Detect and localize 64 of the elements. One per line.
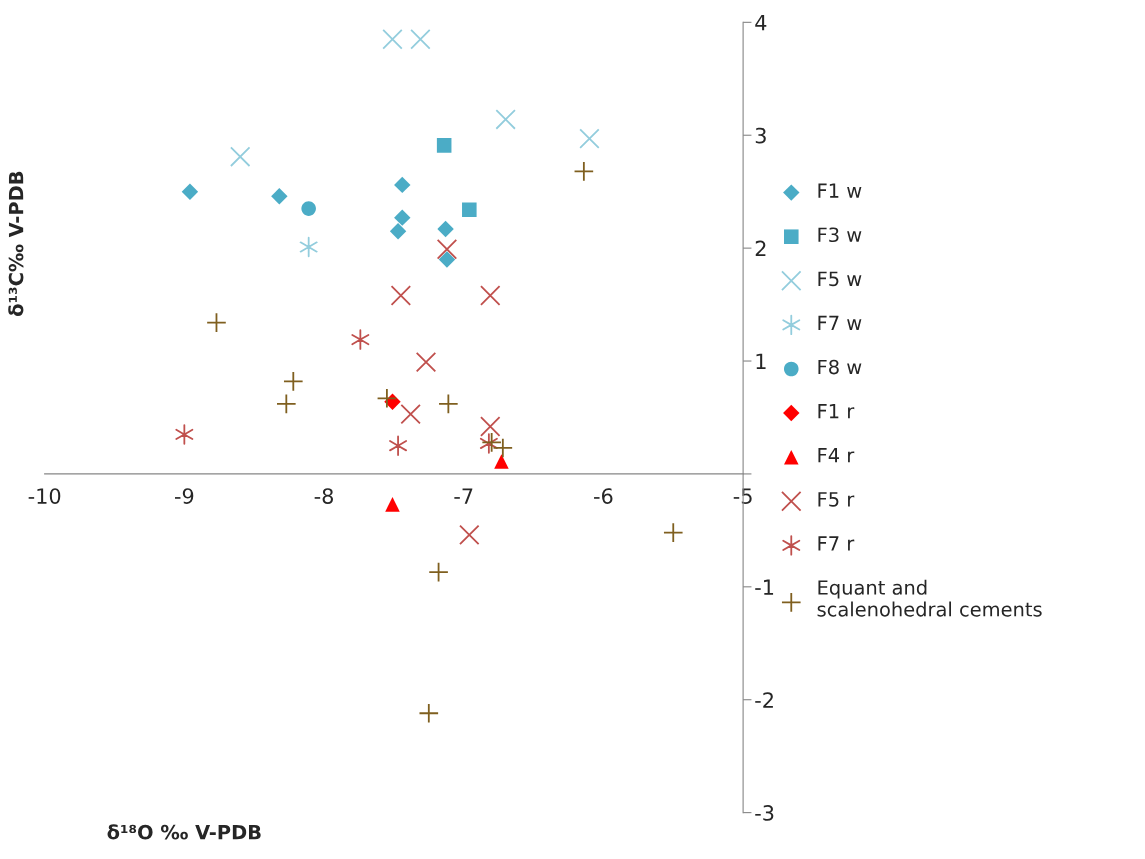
- point: [276, 393, 297, 415]
- point: [481, 432, 502, 453]
- x-tick-label: -5: [733, 488, 752, 504]
- point: [181, 183, 199, 200]
- point: [389, 435, 408, 456]
- y-tick-label: 3: [755, 127, 766, 144]
- point: [175, 424, 194, 445]
- point: [376, 388, 398, 409]
- point: [394, 176, 411, 194]
- point: [271, 187, 288, 205]
- x-tick-label: -6: [594, 488, 613, 504]
- point: [438, 393, 459, 415]
- y-axis-title: δ¹³C‰ V-PDB: [8, 171, 24, 316]
- legend-label: F7 w: [818, 315, 862, 330]
- legend-label: F4 r: [818, 448, 855, 463]
- point: [436, 138, 452, 153]
- x-tick-label: -8: [314, 488, 333, 504]
- point: [390, 285, 412, 306]
- point: [480, 416, 501, 437]
- point: [351, 329, 370, 350]
- point: [301, 201, 316, 216]
- point: [437, 220, 454, 238]
- point: [462, 202, 477, 218]
- legend-label: F5 w: [818, 271, 862, 287]
- point: [428, 561, 449, 583]
- legend-label: F1 r: [818, 404, 855, 419]
- point: [494, 454, 509, 469]
- point: [663, 522, 684, 543]
- legend-label: Equant and scalenohedral cements: [817, 579, 1042, 617]
- point: [573, 161, 595, 182]
- point: [206, 312, 227, 333]
- x-axis-title: δ¹⁸O ‰ V-PDB: [107, 824, 261, 840]
- point: [415, 351, 437, 373]
- y-tick-label: -2: [755, 692, 773, 708]
- point: [492, 437, 514, 459]
- point: [229, 146, 251, 167]
- point: [385, 497, 400, 512]
- point: [382, 29, 403, 50]
- x-tick-label: -10: [28, 488, 61, 504]
- point: [410, 29, 431, 50]
- y-tick-label: 4: [755, 15, 767, 31]
- point: [299, 236, 318, 258]
- y-tick-label: 1: [756, 353, 766, 369]
- legend-label: F7 r: [818, 536, 855, 551]
- point: [283, 371, 304, 392]
- point: [438, 251, 456, 268]
- point: [495, 109, 516, 130]
- legend-label: F1 w: [818, 183, 862, 198]
- point: [394, 209, 411, 226]
- point: [436, 239, 458, 260]
- y-tick-label: 2: [755, 240, 766, 257]
- point: [459, 524, 480, 546]
- point: [400, 403, 421, 425]
- point: [418, 703, 440, 724]
- x-tick-label: -7: [454, 488, 473, 504]
- point: [389, 222, 407, 240]
- legend-label: F8 w: [818, 359, 862, 375]
- point: [579, 128, 600, 149]
- x-tick-label: -9: [174, 488, 194, 504]
- legend-label: F3 w: [818, 227, 862, 243]
- legend-label: F5 r: [818, 492, 855, 507]
- y-tick-label: -1: [755, 579, 774, 595]
- point: [480, 285, 501, 306]
- y-tick-label: -3: [755, 805, 774, 821]
